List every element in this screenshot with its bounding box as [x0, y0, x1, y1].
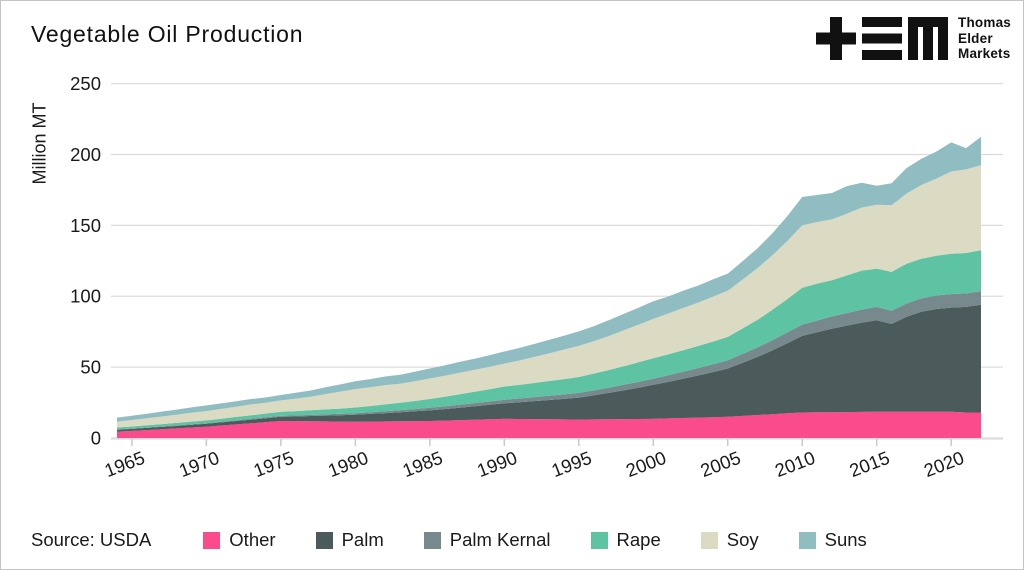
x-tick-label-2020: 2020	[921, 447, 967, 481]
tem-logo-bars-icon	[862, 16, 903, 60]
legend-label-soy: Soy	[726, 529, 759, 550]
legend-swatch-suns	[798, 531, 816, 549]
legend-label-other: Other	[229, 529, 276, 550]
x-tick-label-1995: 1995	[548, 447, 594, 481]
legend-item-other: Other	[203, 529, 276, 551]
legend: Other Palm Palm Kernal Rape Soy Suns	[203, 529, 867, 551]
area-soy	[117, 165, 981, 428]
logo-line-3: Markets	[958, 46, 1011, 62]
logo-line-2: Elder	[958, 30, 993, 46]
legend-item-soy: Soy	[700, 529, 759, 551]
y-tick-label-50: 50	[80, 357, 101, 378]
y-tick-label-250: 250	[70, 73, 101, 94]
legend-swatch-other	[203, 531, 221, 549]
chart-canvas: 0 50 100 150 200 250 1965 1970 1975 1980 1985 1990 1…	[70, 73, 1003, 481]
source-note: Source: USDA	[31, 529, 152, 550]
tem-logo-plus-icon	[816, 16, 857, 60]
x-tick-label-1965: 1965	[102, 447, 148, 481]
tem-logo-wordmark: Thomas Elder Markets	[958, 15, 1011, 62]
chart-footer: Source: USDA Other Palm Palm Kernal Rape Soy…	[31, 529, 1013, 551]
legend-label-palm: Palm	[341, 529, 384, 550]
legend-item-suns: Suns	[798, 529, 867, 551]
x-tick-label-2005: 2005	[697, 447, 743, 481]
legend-swatch-palm-kernal	[423, 531, 441, 549]
legend-label-suns: Suns	[824, 529, 867, 550]
y-tick-label-0: 0	[91, 428, 101, 449]
tem-logo-m-icon	[908, 16, 949, 60]
y-tick-label-100: 100	[70, 286, 101, 307]
legend-label-rape: Rape	[616, 529, 661, 550]
x-tick-label-1980: 1980	[325, 447, 371, 481]
logo-line-1: Thomas	[958, 15, 1011, 30]
tem-logo: Thomas Elder Markets	[816, 15, 1011, 62]
legend-label-palm-kernal: Palm Kernal	[449, 529, 551, 550]
x-tick-label-1975: 1975	[251, 447, 297, 481]
x-tick-label-2010: 2010	[772, 447, 818, 481]
area-palm	[117, 304, 981, 432]
x-tick-label-2015: 2015	[846, 447, 892, 481]
legend-swatch-palm	[315, 531, 333, 549]
y-tick-label-200: 200	[70, 144, 101, 165]
chart-title: Vegetable Oil Production	[31, 21, 304, 47]
area-other	[117, 411, 981, 438]
x-tick-label-1990: 1990	[474, 447, 520, 481]
x-tick-label-1970: 1970	[176, 447, 222, 481]
legend-item-palm: Palm	[315, 529, 384, 551]
area-rape	[117, 250, 981, 430]
legend-swatch-rape	[590, 531, 608, 549]
y-tick-label-150: 150	[70, 215, 101, 236]
legend-item-rape: Rape	[590, 529, 661, 551]
x-tick-label-2000: 2000	[623, 447, 669, 481]
x-tick-label-1985: 1985	[400, 447, 446, 481]
legend-swatch-soy	[700, 531, 718, 549]
legend-item-palm-kernal: Palm Kernal	[423, 529, 551, 551]
